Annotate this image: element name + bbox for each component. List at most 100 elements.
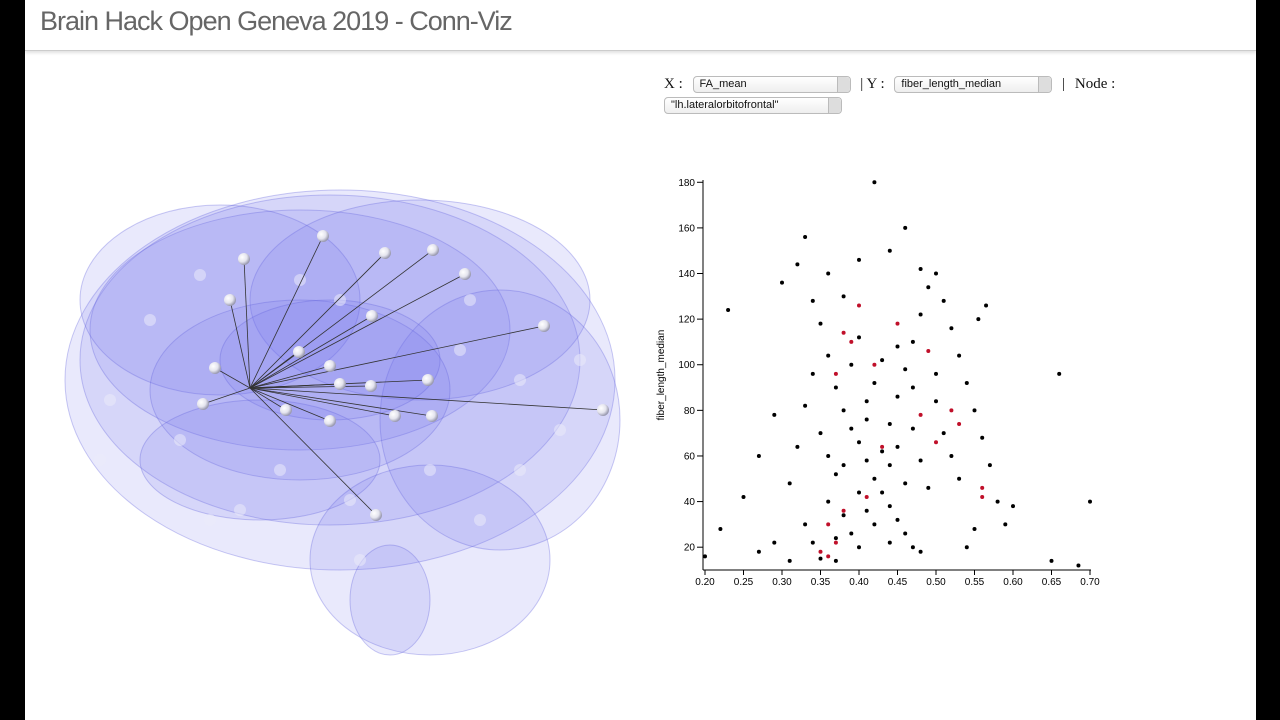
- scatter-point: [718, 526, 723, 531]
- brain-node: [427, 244, 439, 256]
- brain-node-faint: [234, 504, 246, 516]
- scatter-point: [918, 412, 923, 417]
- connection: [214, 367, 251, 389]
- brain-node: [209, 362, 221, 374]
- scatter-point: [910, 545, 915, 550]
- connection: [202, 387, 251, 405]
- scatter-point: [726, 308, 731, 312]
- scatter-point: [1057, 371, 1062, 376]
- scatter-point: [857, 545, 861, 550]
- node-select[interactable]: "lh.lateralorbitofrontal": [664, 97, 842, 115]
- y-select[interactable]: fiber_length_median: [894, 76, 1053, 94]
- scatter-point: [826, 353, 831, 358]
- scatter-point: [934, 440, 938, 445]
- brain-node: [366, 310, 378, 322]
- brain-node-faint: [174, 434, 186, 446]
- connection: [249, 315, 373, 389]
- scatter-point: [826, 453, 831, 458]
- brain-node: [389, 410, 401, 422]
- connection: [249, 387, 287, 411]
- scatter-point: [857, 335, 861, 340]
- scatter-point: [849, 426, 854, 431]
- scatter-point: [826, 499, 831, 504]
- scatter-point: [949, 408, 954, 413]
- scatter-point: [895, 444, 900, 449]
- brain-node: [324, 415, 336, 427]
- brain-view: [64, 189, 621, 656]
- scatter-point: [964, 380, 969, 385]
- scatter-point: [833, 558, 838, 563]
- scatter-point: [957, 422, 962, 427]
- scatter-point: [841, 508, 846, 513]
- scatter-point: [872, 180, 877, 185]
- y-tick-label: 160: [678, 223, 695, 234]
- connection: [249, 365, 331, 389]
- scatter-point: [872, 362, 877, 367]
- scatter-point: [903, 367, 908, 372]
- scatter-point: [910, 385, 915, 390]
- scatter-point: [1003, 522, 1008, 527]
- brain-node: [365, 380, 377, 392]
- brain-node: [238, 253, 250, 265]
- scatter-point: [818, 321, 823, 326]
- brain-node: [334, 378, 346, 390]
- scatter-point: [857, 303, 861, 308]
- scatter-point: [941, 431, 946, 436]
- scatter-point: [787, 481, 792, 486]
- scatter-point: [818, 556, 823, 561]
- x-tick-label: 0.35: [811, 577, 831, 588]
- brain-node-faint: [94, 454, 106, 466]
- brain-node: [197, 398, 209, 410]
- x-tick-label: 0.70: [1080, 577, 1100, 588]
- x-tick-label: 0.25: [734, 577, 754, 588]
- x-select[interactable]: FA_mean: [692, 76, 851, 94]
- scatter-point: [995, 499, 1000, 504]
- scatter-point: [980, 435, 985, 440]
- brain-node-faint: [514, 464, 526, 476]
- node-row: "lh.lateralorbitofrontal": [664, 97, 1124, 115]
- scatter-point: [880, 490, 885, 495]
- scatter-point: [918, 312, 923, 317]
- scatter-point: [887, 504, 892, 509]
- scatter-point: [818, 431, 823, 436]
- brain-node: [422, 374, 434, 386]
- scatter-point: [903, 481, 908, 486]
- y-tick-label: 60: [684, 451, 696, 462]
- scatter-point: [857, 440, 861, 445]
- scatter-point: [864, 458, 869, 463]
- scatter-point: [880, 444, 885, 449]
- scatter-point: [833, 472, 838, 477]
- scatter-point: [926, 349, 931, 354]
- brain-node-faint: [354, 554, 366, 566]
- scatter-point: [926, 285, 931, 290]
- scatter-point: [957, 476, 962, 481]
- scatter-point: [910, 339, 915, 344]
- connection: [249, 387, 604, 411]
- scatter-point: [918, 549, 923, 554]
- brain-node-faint: [554, 424, 566, 436]
- brain-node-faint: [344, 494, 356, 506]
- separator: |: [1062, 76, 1066, 93]
- scatter-point: [810, 540, 815, 545]
- brain-node: [459, 268, 471, 280]
- connection: [249, 387, 377, 516]
- connection: [249, 249, 434, 389]
- brain-node: [597, 404, 609, 416]
- scatter-point: [887, 248, 892, 253]
- brain-node: [280, 404, 292, 416]
- connection: [249, 387, 433, 417]
- brain-node-faint: [274, 464, 286, 476]
- brain-node-faint: [144, 314, 156, 326]
- scatter-point: [703, 554, 707, 559]
- scatter-point: [741, 495, 746, 500]
- scatter-point: [864, 399, 869, 404]
- x-label: X :: [664, 76, 683, 93]
- x-tick-label: 0.50: [926, 577, 946, 588]
- connection: [249, 387, 331, 422]
- scatter-point: [895, 344, 900, 349]
- scatter-point: [880, 449, 885, 454]
- scatter-point: [934, 271, 938, 276]
- y-tick-label: 120: [678, 315, 695, 326]
- brain-node-faint: [574, 354, 586, 366]
